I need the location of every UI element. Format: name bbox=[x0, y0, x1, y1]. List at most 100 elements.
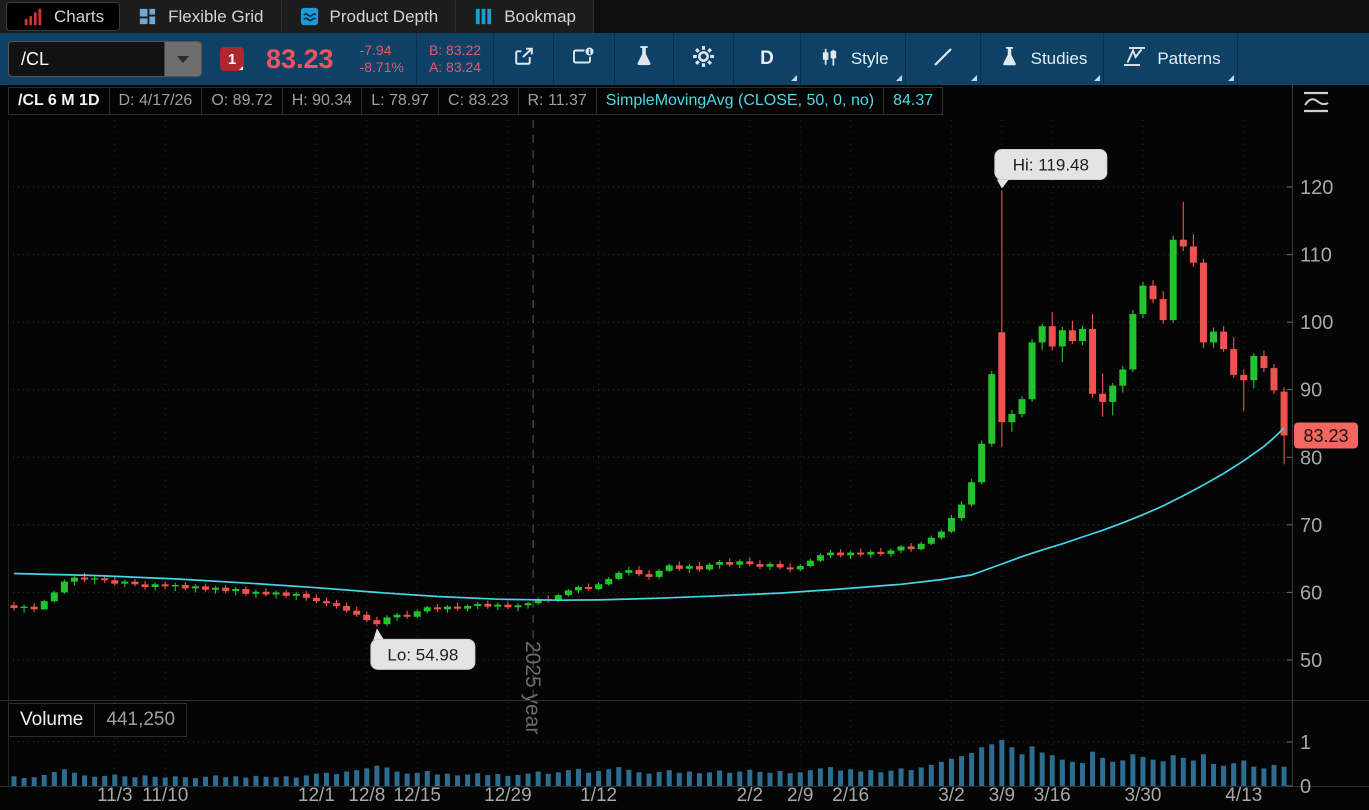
candle-body bbox=[574, 587, 582, 591]
volume-bar bbox=[848, 769, 854, 786]
volume-bar bbox=[414, 772, 420, 786]
date-axis-label: 11/3 bbox=[97, 785, 133, 806]
price-axis-label: 60 bbox=[1300, 582, 1322, 604]
divider bbox=[493, 33, 495, 85]
drawing-tools-button[interactable] bbox=[906, 33, 981, 85]
bookmap-bars-icon bbox=[473, 6, 494, 27]
candle-body bbox=[454, 606, 462, 609]
volume-bar bbox=[707, 772, 713, 786]
candle-body bbox=[1048, 326, 1056, 347]
candle-body bbox=[947, 518, 955, 532]
volume-bar bbox=[233, 776, 239, 786]
candle-body bbox=[10, 605, 18, 608]
volume-bar bbox=[1130, 754, 1136, 786]
candle-body bbox=[1109, 385, 1117, 402]
candle-body bbox=[202, 586, 210, 590]
candle-body bbox=[978, 443, 986, 483]
candle-body bbox=[554, 595, 562, 601]
candle-body bbox=[655, 570, 663, 577]
volume-bar bbox=[1009, 747, 1015, 786]
last-price-badge-label: 83.23 bbox=[1303, 426, 1348, 446]
flask-icon bbox=[997, 44, 1022, 75]
price-axis-label: 110 bbox=[1300, 245, 1332, 267]
volume-bar bbox=[444, 773, 450, 786]
sma-line bbox=[13, 427, 1285, 602]
tab-product-depth[interactable]: Product Depth bbox=[282, 0, 457, 33]
chart-notes-button[interactable] bbox=[554, 33, 616, 85]
price-axis-label: 80 bbox=[1300, 447, 1322, 469]
candle-body bbox=[464, 605, 472, 609]
candle-body bbox=[171, 584, 179, 587]
volume-bar bbox=[203, 776, 209, 786]
tab-charts[interactable]: Charts bbox=[6, 2, 121, 31]
volume-bar bbox=[1140, 756, 1146, 786]
symbol-value[interactable]: /CL bbox=[21, 48, 50, 69]
chart-symbol-title: /CL 6 M 1D bbox=[8, 87, 110, 115]
volume-bar bbox=[354, 770, 360, 786]
volume-bar bbox=[898, 768, 904, 786]
volume-bar bbox=[1029, 746, 1035, 786]
candle-body bbox=[151, 584, 159, 588]
volume-bar bbox=[1251, 766, 1257, 786]
candle-body bbox=[1159, 299, 1167, 321]
volume-bar bbox=[545, 773, 551, 786]
lo-marker-tail bbox=[372, 628, 385, 642]
candle-body bbox=[1230, 349, 1238, 375]
tab-flexible-grid[interactable]: Flexible Grid bbox=[120, 0, 282, 33]
study-label[interactable]: SimpleMovingAvg (CLOSE, 50, 0, no) bbox=[595, 87, 885, 115]
volume-bar bbox=[606, 769, 612, 786]
volume-bar bbox=[263, 776, 269, 786]
candle-body bbox=[645, 574, 653, 577]
volume-bar bbox=[182, 777, 188, 786]
chart-canvas[interactable]: 2025 year 120 110 100 90 80 70 60 50 1 0 11/3 11/10 1… bbox=[0, 85, 1369, 810]
hi-marker-label: Hi: 119.48 bbox=[1013, 156, 1089, 175]
volume-bar bbox=[424, 771, 430, 786]
volume-bar bbox=[61, 769, 67, 786]
candle-body bbox=[302, 593, 310, 598]
candle-body bbox=[1008, 414, 1016, 423]
candle-body bbox=[1028, 342, 1036, 400]
date-axis-label: 12/15 bbox=[393, 785, 441, 806]
analyze-button[interactable] bbox=[615, 33, 675, 85]
symbol-dropdown-button[interactable] bbox=[164, 42, 201, 76]
chart-toolbar: /CL 1 83.23 -7.94 -8.71% B: 83.22 A: 83.… bbox=[0, 33, 1369, 85]
volume-bar bbox=[192, 778, 198, 786]
volume-bar bbox=[999, 739, 1005, 786]
candle-body bbox=[161, 584, 169, 587]
candle-body bbox=[504, 604, 512, 608]
tab-bar-empty bbox=[594, 0, 1369, 33]
studies-button[interactable]: Studies bbox=[981, 33, 1105, 85]
candle-body bbox=[1099, 393, 1107, 402]
alert-badge[interactable]: 1 bbox=[220, 47, 244, 71]
candle-body bbox=[716, 562, 724, 565]
volume-bar bbox=[344, 771, 350, 786]
volume-bar bbox=[102, 775, 108, 786]
candle-body bbox=[605, 578, 613, 585]
candle-body bbox=[81, 577, 89, 580]
candle-body bbox=[443, 606, 451, 610]
auto-scale-icon[interactable] bbox=[1300, 89, 1332, 120]
patterns-label: Patterns bbox=[1157, 49, 1221, 68]
patterns-button[interactable]: Patterns bbox=[1104, 33, 1238, 85]
tab-bar: Charts Flexible Grid Product Depth Bookm… bbox=[0, 0, 1369, 33]
volume-bar bbox=[303, 775, 309, 786]
timeframe-button[interactable]: D bbox=[734, 33, 801, 85]
change-value: -7.94 bbox=[359, 42, 392, 58]
volume-bar bbox=[122, 776, 128, 786]
volume-bar bbox=[132, 777, 138, 786]
candle-body bbox=[222, 587, 230, 592]
price-axis-label: 50 bbox=[1300, 650, 1322, 672]
candle-body bbox=[524, 603, 532, 606]
share-button[interactable] bbox=[494, 33, 555, 85]
volume-bar bbox=[747, 769, 753, 786]
style-button[interactable]: Style bbox=[801, 33, 906, 85]
candle-body bbox=[40, 601, 48, 610]
date-axis-label: 3/30 bbox=[1124, 785, 1161, 806]
date-axis-label: 2/9 bbox=[787, 785, 813, 806]
ohlc-high: H: 90.34 bbox=[281, 87, 363, 115]
candle-body bbox=[937, 531, 945, 538]
symbol-input[interactable]: /CL bbox=[8, 41, 202, 77]
candle-body bbox=[826, 552, 834, 556]
settings-button[interactable] bbox=[674, 33, 735, 85]
tab-bookmap[interactable]: Bookmap bbox=[456, 0, 595, 33]
